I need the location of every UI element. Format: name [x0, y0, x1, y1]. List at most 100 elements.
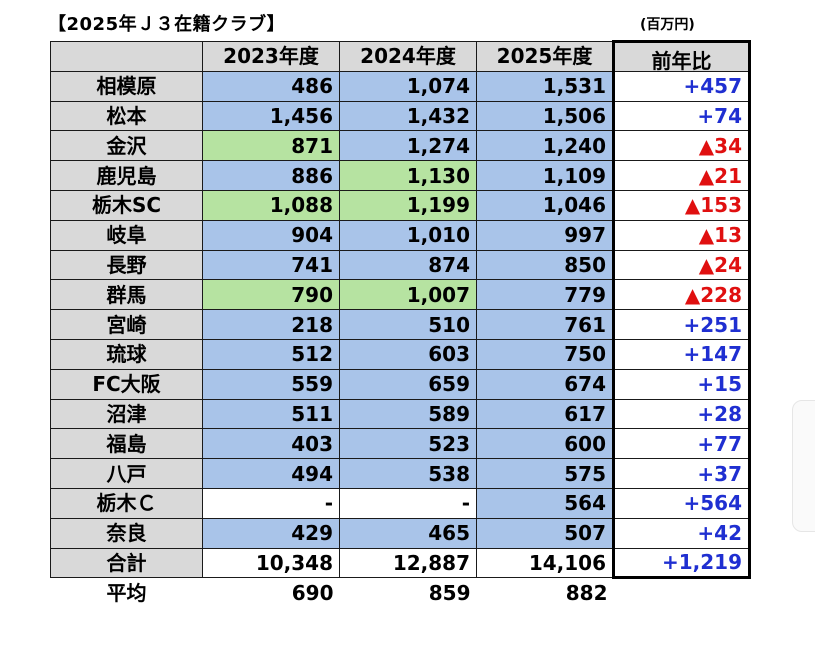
club-name-cell: 群馬: [50, 279, 203, 311]
club-name-cell: 琉球: [50, 338, 203, 370]
value-2024-cell: 659: [339, 368, 477, 400]
yoy-diff-cell: ▲228: [612, 279, 751, 311]
club-name-cell: 沼津: [50, 398, 203, 430]
value-2024-cell: 523: [339, 428, 477, 460]
total-2023: 10,348: [202, 547, 340, 579]
value-2024-cell: 1,074: [339, 70, 477, 102]
value-2025-cell: 507: [476, 517, 614, 549]
value-2023-cell: 218: [202, 309, 340, 340]
value-2025-cell: 674: [476, 368, 614, 400]
value-2023-cell: 559: [202, 368, 340, 400]
value-2024-cell: -: [339, 487, 477, 519]
club-name-cell: 長野: [50, 249, 203, 281]
header-yoy: 前年比: [612, 40, 751, 72]
table-row: 八戸 494 538 575 +37: [50, 458, 751, 489]
value-2025-cell: 761: [476, 309, 614, 340]
average-yoy-empty: [614, 578, 750, 607]
average-2023: 690: [291, 580, 334, 605]
yoy-diff-cell: +42: [612, 517, 751, 549]
total-2025: 14,106: [476, 547, 614, 579]
value-2024-cell: 465: [339, 517, 477, 549]
club-name-cell: 宮崎: [50, 309, 203, 340]
club-name-cell: 福島: [50, 428, 203, 460]
value-2024-cell: 1,010: [339, 219, 477, 251]
value-2023-cell: 1,456: [202, 100, 340, 132]
table-row: 奈良 429 465 507 +42: [50, 517, 751, 549]
unit-label: (百万円): [640, 17, 695, 33]
club-name-cell: 奈良: [50, 517, 203, 549]
value-2023-cell: 494: [202, 458, 340, 489]
side-panel-edge: [792, 400, 815, 532]
value-2023-cell: 512: [202, 338, 340, 370]
header-blank: [50, 41, 203, 72]
table-row: 鹿児島 886 1,130 1,109 ▲21: [50, 160, 751, 191]
value-2024-cell: 1,007: [339, 279, 477, 311]
yoy-diff-cell: +15: [612, 368, 751, 400]
header-2024: 2024年度: [339, 41, 477, 72]
value-2024-cell: 1,199: [339, 189, 477, 221]
value-2025-cell: 1,240: [476, 130, 614, 162]
value-2023-cell: 1,088: [202, 189, 340, 221]
club-name-cell: 松本: [50, 100, 203, 132]
value-2024-cell: 538: [339, 458, 477, 489]
total-2024: 12,887: [339, 547, 477, 579]
table-row: 岐阜 904 1,010 997 ▲13: [50, 219, 751, 251]
value-2024-cell: 874: [339, 249, 477, 281]
table-row: 栃木SC 1,088 1,199 1,046 ▲153: [50, 189, 751, 221]
value-2024-cell: 1,274: [339, 130, 477, 162]
table-body: 相模原 486 1,074 1,531 +457 松本 1,456 1,432 1,506 +74…: [50, 70, 751, 549]
yoy-diff-cell: +251: [612, 309, 751, 340]
value-2025-cell: 575: [476, 458, 614, 489]
revenue-table: 2023年度 2024年度 2025年度 前年比 相模原 486 1,074 1,53…: [50, 40, 751, 607]
yoy-diff-cell: ▲153: [612, 189, 751, 221]
yoy-diff-cell: ▲13: [612, 219, 751, 251]
table-row: 琉球 512 603 750 +147: [50, 338, 751, 370]
value-2025-cell: 564: [476, 487, 614, 519]
yoy-diff-cell: +457: [612, 70, 751, 102]
table-row: 栃木Ｃ - -564 +564: [50, 487, 751, 519]
total-row: 合計 10,348 12,887 14,106 +1,219: [50, 547, 751, 580]
value-2023-cell: -: [202, 487, 340, 519]
value-2023-cell: 403: [202, 428, 340, 460]
yoy-diff-cell: +37: [612, 458, 751, 489]
table-row: FC大阪 559 659 674 +15: [50, 368, 751, 400]
value-2024-cell: 589: [339, 398, 477, 430]
table-row: 福島 403 523 600 +77: [50, 428, 751, 460]
average-2025: 882: [565, 580, 608, 605]
yoy-diff-cell: +564: [612, 487, 751, 519]
value-2024-cell: 603: [339, 338, 477, 370]
value-2023-cell: 486: [202, 70, 340, 102]
table-row: 金沢 871 1,274 1,240 ▲34: [50, 130, 751, 162]
table-row: 松本 1,456 1,432 1,506 +74: [50, 100, 751, 132]
value-2023-cell: 886: [202, 160, 340, 191]
value-2025-cell: 1,109: [476, 160, 614, 191]
total-label: 合計: [50, 547, 203, 579]
header-2025: 2025年度: [476, 41, 614, 72]
table-row: 群馬 790 1,007 779 ▲228: [50, 279, 751, 311]
value-2023-cell: 790: [202, 279, 340, 311]
value-2024-cell: 510: [339, 309, 477, 340]
value-2024-cell: 1,432: [339, 100, 477, 132]
club-name-cell: 鹿児島: [50, 160, 203, 191]
value-2025-cell: 997: [476, 219, 614, 251]
value-2023-cell: 871: [202, 130, 340, 162]
header-2023: 2023年度: [202, 41, 340, 72]
club-name-cell: 栃木SC: [50, 189, 203, 221]
yoy-diff-cell: ▲34: [612, 130, 751, 162]
value-2023-cell: 429: [202, 517, 340, 549]
total-yoy: +1,219: [612, 547, 751, 580]
header-row: 2023年度 2024年度 2025年度 前年比: [50, 40, 751, 72]
club-name-cell: 金沢: [50, 130, 203, 162]
average-row: 平均 690 859 882: [51, 578, 750, 607]
yoy-diff-cell: +77: [612, 428, 751, 460]
yoy-diff-cell: +74: [612, 100, 751, 132]
value-2025-cell: 850: [476, 249, 614, 281]
table-row: 宮崎 218 510 761 +251: [50, 309, 751, 340]
club-name-cell: 相模原: [50, 70, 203, 102]
value-2025-cell: 1,046: [476, 189, 614, 221]
table-row: 相模原 486 1,074 1,531 +457: [50, 70, 751, 102]
average-label: 平均: [106, 580, 147, 605]
value-2023-cell: 511: [202, 398, 340, 430]
value-2025-cell: 779: [476, 279, 614, 311]
value-2024-cell: 1,130: [339, 160, 477, 191]
